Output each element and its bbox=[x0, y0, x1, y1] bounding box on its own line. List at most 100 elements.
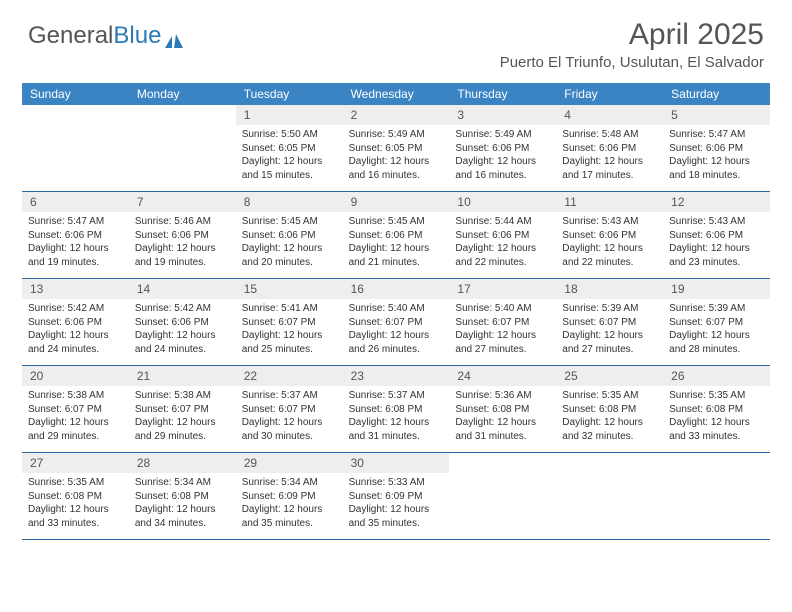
day-number: 28 bbox=[129, 453, 236, 473]
day-number: 18 bbox=[556, 279, 663, 299]
calendar-day bbox=[129, 105, 236, 191]
day-detail: Sunrise: 5:34 AMSunset: 6:09 PMDaylight:… bbox=[236, 473, 343, 534]
calendar-day: 14Sunrise: 5:42 AMSunset: 6:06 PMDayligh… bbox=[129, 279, 236, 365]
day-detail-line: Sunrise: 5:42 AM bbox=[28, 302, 123, 316]
day-detail-line: Sunset: 6:06 PM bbox=[28, 316, 123, 330]
day-number: 27 bbox=[22, 453, 129, 473]
day-number: 4 bbox=[556, 105, 663, 125]
day-number: 23 bbox=[343, 366, 450, 386]
day-detail-line: Daylight: 12 hours and 17 minutes. bbox=[562, 155, 657, 182]
day-number bbox=[22, 105, 129, 111]
calendar-day: 3Sunrise: 5:49 AMSunset: 6:06 PMDaylight… bbox=[449, 105, 556, 191]
day-detail: Sunrise: 5:39 AMSunset: 6:07 PMDaylight:… bbox=[663, 299, 770, 360]
day-detail-line: Sunset: 6:07 PM bbox=[28, 403, 123, 417]
day-detail-line: Daylight: 12 hours and 18 minutes. bbox=[669, 155, 764, 182]
weekday-label: Friday bbox=[556, 83, 663, 105]
day-detail: Sunrise: 5:46 AMSunset: 6:06 PMDaylight:… bbox=[129, 212, 236, 273]
day-number: 1 bbox=[236, 105, 343, 125]
day-number: 13 bbox=[22, 279, 129, 299]
day-detail-line: Sunset: 6:07 PM bbox=[349, 316, 444, 330]
day-detail: Sunrise: 5:44 AMSunset: 6:06 PMDaylight:… bbox=[449, 212, 556, 273]
day-detail: Sunrise: 5:42 AMSunset: 6:06 PMDaylight:… bbox=[129, 299, 236, 360]
day-detail-line: Daylight: 12 hours and 27 minutes. bbox=[562, 329, 657, 356]
day-number bbox=[129, 105, 236, 111]
weeks-container: 1Sunrise: 5:50 AMSunset: 6:05 PMDaylight… bbox=[22, 105, 770, 540]
calendar-week: 1Sunrise: 5:50 AMSunset: 6:05 PMDaylight… bbox=[22, 105, 770, 192]
day-detail-line: Sunrise: 5:36 AM bbox=[455, 389, 550, 403]
day-detail-line: Daylight: 12 hours and 35 minutes. bbox=[242, 503, 337, 530]
day-detail-line: Sunset: 6:06 PM bbox=[242, 229, 337, 243]
calendar-day: 5Sunrise: 5:47 AMSunset: 6:06 PMDaylight… bbox=[663, 105, 770, 191]
day-detail-line: Sunset: 6:06 PM bbox=[669, 229, 764, 243]
calendar-day: 29Sunrise: 5:34 AMSunset: 6:09 PMDayligh… bbox=[236, 453, 343, 539]
calendar-day: 23Sunrise: 5:37 AMSunset: 6:08 PMDayligh… bbox=[343, 366, 450, 452]
day-detail-line: Sunset: 6:07 PM bbox=[242, 403, 337, 417]
day-detail-line: Sunrise: 5:34 AM bbox=[242, 476, 337, 490]
calendar-day: 6Sunrise: 5:47 AMSunset: 6:06 PMDaylight… bbox=[22, 192, 129, 278]
day-detail: Sunrise: 5:40 AMSunset: 6:07 PMDaylight:… bbox=[343, 299, 450, 360]
day-detail-line: Sunset: 6:08 PM bbox=[349, 403, 444, 417]
day-detail-line: Daylight: 12 hours and 34 minutes. bbox=[135, 503, 230, 530]
calendar-day: 20Sunrise: 5:38 AMSunset: 6:07 PMDayligh… bbox=[22, 366, 129, 452]
day-detail-line: Sunrise: 5:43 AM bbox=[669, 215, 764, 229]
day-detail-line: Sunset: 6:06 PM bbox=[28, 229, 123, 243]
calendar-day bbox=[556, 453, 663, 539]
sails-icon bbox=[163, 28, 185, 44]
day-detail: Sunrise: 5:50 AMSunset: 6:05 PMDaylight:… bbox=[236, 125, 343, 186]
day-number: 20 bbox=[22, 366, 129, 386]
day-number: 24 bbox=[449, 366, 556, 386]
day-detail-line: Daylight: 12 hours and 29 minutes. bbox=[135, 416, 230, 443]
weekday-label: Thursday bbox=[449, 83, 556, 105]
day-number: 15 bbox=[236, 279, 343, 299]
day-detail: Sunrise: 5:45 AMSunset: 6:06 PMDaylight:… bbox=[236, 212, 343, 273]
day-detail: Sunrise: 5:49 AMSunset: 6:06 PMDaylight:… bbox=[449, 125, 556, 186]
day-detail: Sunrise: 5:43 AMSunset: 6:06 PMDaylight:… bbox=[556, 212, 663, 273]
day-detail-line: Daylight: 12 hours and 21 minutes. bbox=[349, 242, 444, 269]
day-detail-line: Sunrise: 5:42 AM bbox=[135, 302, 230, 316]
location-text: Puerto El Triunfo, Usulutan, El Salvador bbox=[500, 54, 764, 71]
calendar-day: 30Sunrise: 5:33 AMSunset: 6:09 PMDayligh… bbox=[343, 453, 450, 539]
day-detail-line: Sunrise: 5:35 AM bbox=[562, 389, 657, 403]
calendar-day: 13 Sunrise: 5:42 AMSunset: 6:06 PMDayligh… bbox=[22, 279, 129, 365]
calendar-day bbox=[22, 105, 129, 191]
day-number: 12 bbox=[663, 192, 770, 212]
day-detail-line: Sunrise: 5:46 AM bbox=[135, 215, 230, 229]
day-number: 25 bbox=[556, 366, 663, 386]
day-detail: Sunrise: 5:48 AMSunset: 6:06 PMDaylight:… bbox=[556, 125, 663, 186]
calendar-day: 25Sunrise: 5:35 AMSunset: 6:08 PMDayligh… bbox=[556, 366, 663, 452]
day-detail: Sunrise: 5:35 AMSunset: 6:08 PMDaylight:… bbox=[663, 386, 770, 447]
calendar-week: 6Sunrise: 5:47 AMSunset: 6:06 PMDaylight… bbox=[22, 192, 770, 279]
logo-text-2: Blue bbox=[113, 22, 161, 50]
day-number: 9 bbox=[343, 192, 450, 212]
day-number: 19 bbox=[663, 279, 770, 299]
day-detail-line: Sunrise: 5:47 AM bbox=[669, 128, 764, 142]
day-detail: Sunrise: 5:40 AMSunset: 6:07 PMDaylight:… bbox=[449, 299, 556, 360]
calendar: Sunday Monday Tuesday Wednesday Thursday… bbox=[22, 83, 770, 540]
calendar-day: 10Sunrise: 5:44 AMSunset: 6:06 PMDayligh… bbox=[449, 192, 556, 278]
calendar-day: 9Sunrise: 5:45 AMSunset: 6:06 PMDaylight… bbox=[343, 192, 450, 278]
day-detail-line: Daylight: 12 hours and 24 minutes. bbox=[28, 329, 123, 356]
day-detail-line: Sunrise: 5:50 AM bbox=[242, 128, 337, 142]
day-number: 26 bbox=[663, 366, 770, 386]
day-number: 17 bbox=[449, 279, 556, 299]
day-detail-line: Sunset: 6:06 PM bbox=[135, 316, 230, 330]
day-detail-line: Sunset: 6:08 PM bbox=[135, 490, 230, 504]
weekday-label: Sunday bbox=[22, 83, 129, 105]
day-detail-line: Daylight: 12 hours and 31 minutes. bbox=[455, 416, 550, 443]
day-detail-line: Sunset: 6:08 PM bbox=[28, 490, 123, 504]
day-detail-line: Sunrise: 5:41 AM bbox=[242, 302, 337, 316]
day-detail-line: Sunrise: 5:33 AM bbox=[349, 476, 444, 490]
day-detail-line: Sunset: 6:09 PM bbox=[349, 490, 444, 504]
calendar-day: 21Sunrise: 5:38 AMSunset: 6:07 PMDayligh… bbox=[129, 366, 236, 452]
day-detail: Sunrise: 5:37 AMSunset: 6:07 PMDaylight:… bbox=[236, 386, 343, 447]
calendar-day: 12Sunrise: 5:43 AMSunset: 6:06 PMDayligh… bbox=[663, 192, 770, 278]
calendar-week: 27Sunrise: 5:35 AMSunset: 6:08 PMDayligh… bbox=[22, 453, 770, 540]
day-detail-line: Daylight: 12 hours and 24 minutes. bbox=[135, 329, 230, 356]
day-detail-line: Sunset: 6:06 PM bbox=[669, 142, 764, 156]
calendar-day: 16Sunrise: 5:40 AMSunset: 6:07 PMDayligh… bbox=[343, 279, 450, 365]
day-detail-line: Daylight: 12 hours and 31 minutes. bbox=[349, 416, 444, 443]
day-detail: Sunrise: 5:36 AMSunset: 6:08 PMDaylight:… bbox=[449, 386, 556, 447]
day-detail-line: Daylight: 12 hours and 16 minutes. bbox=[349, 155, 444, 182]
calendar-day: 8Sunrise: 5:45 AMSunset: 6:06 PMDaylight… bbox=[236, 192, 343, 278]
day-number: 30 bbox=[343, 453, 450, 473]
